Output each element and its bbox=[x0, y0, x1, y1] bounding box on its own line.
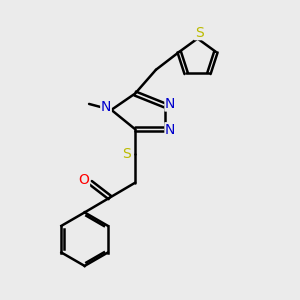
Text: O: O bbox=[79, 173, 89, 187]
Text: N: N bbox=[165, 123, 175, 137]
Text: S: S bbox=[195, 26, 203, 40]
Text: S: S bbox=[122, 148, 131, 161]
Text: N: N bbox=[101, 100, 111, 115]
Text: N: N bbox=[165, 97, 175, 111]
